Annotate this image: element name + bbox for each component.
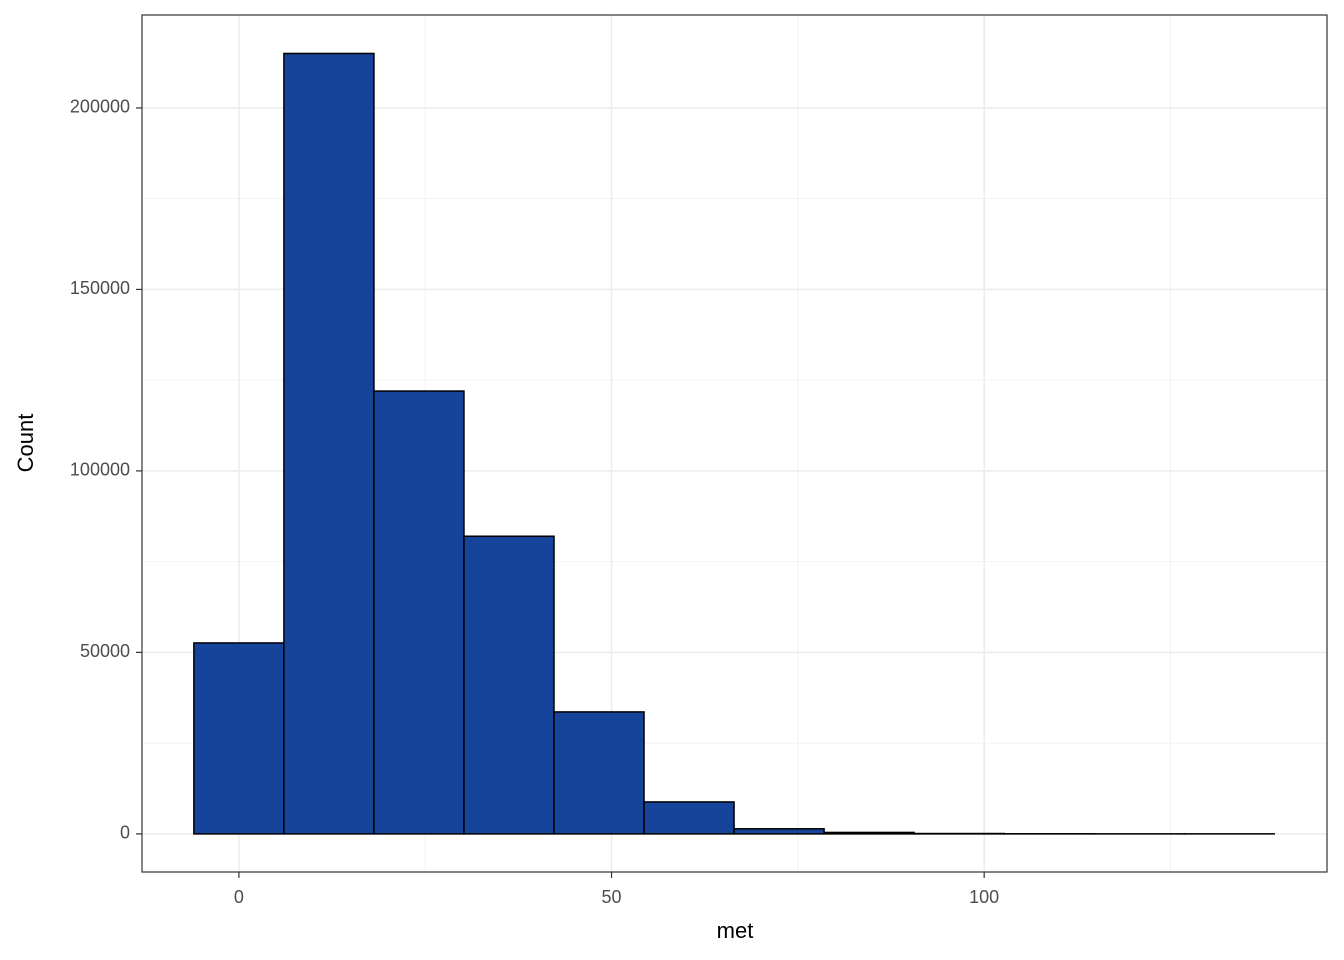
x-tick-label: 0 [234,887,244,907]
bar [283,52,375,835]
y-tick-label: 0 [120,823,130,843]
y-axis-title: Count [13,414,38,473]
y-tick-label: 50000 [80,641,130,661]
x-tick-label: 100 [969,887,999,907]
bar [643,801,735,835]
bar [553,711,645,835]
x-axis-title: met [717,918,754,943]
y-tick-label: 100000 [70,460,130,480]
bar [373,390,465,835]
bar [823,831,915,835]
x-tick-label: 50 [602,887,622,907]
panel-border [141,14,1328,873]
y-tick-label: 150000 [70,278,130,298]
bar [733,828,825,835]
bar [193,642,285,835]
bar [463,535,555,835]
y-tick-label: 200000 [70,97,130,117]
